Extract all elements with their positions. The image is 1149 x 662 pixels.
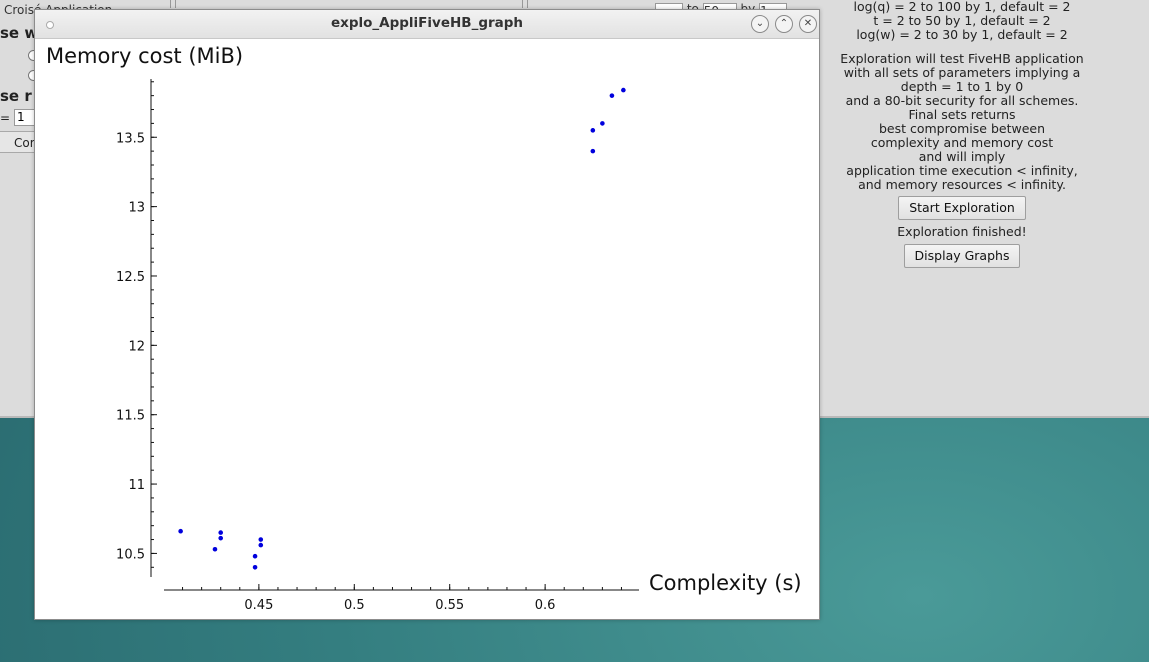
y-tick-label: 11.5 bbox=[116, 409, 145, 424]
description-line: with all sets of parameters implying a bbox=[843, 65, 1081, 80]
data-point bbox=[590, 148, 596, 154]
data-point bbox=[252, 564, 258, 570]
data-point bbox=[600, 121, 605, 126]
chevron-down-icon[interactable]: ⌄ bbox=[751, 15, 769, 33]
display-graphs-button[interactable]: Display Graphs bbox=[903, 244, 1021, 268]
data-point bbox=[621, 87, 626, 93]
data-point bbox=[258, 542, 264, 548]
data-point bbox=[178, 528, 183, 534]
graph-window: explo_AppliFiveHB_graph ⌄ ⌃ ✕ Memory cos… bbox=[34, 9, 820, 620]
y-tick-label: 10.5 bbox=[116, 547, 145, 562]
tab-divider bbox=[522, 0, 528, 8]
description-line: and will imply bbox=[918, 149, 1006, 164]
param-t: t = 2 to 50 by 1, default = 2 bbox=[873, 13, 1051, 28]
x-tick-label: 0.45 bbox=[244, 598, 273, 613]
x-axis-title: Complexity (s) bbox=[649, 571, 802, 595]
close-icon[interactable]: ✕ bbox=[799, 15, 817, 33]
description-line: application time execution < infinity, bbox=[846, 163, 1078, 178]
description-line: depth = 1 to 1 by 0 bbox=[900, 79, 1024, 94]
y-tick-label: 13.5 bbox=[116, 131, 145, 146]
x-tick-label: 0.5 bbox=[344, 598, 365, 613]
data-point bbox=[212, 546, 218, 552]
y-axis-title: Memory cost (MiB) bbox=[46, 44, 244, 68]
y-tick-label: 12 bbox=[128, 339, 145, 354]
y-tick-label: 12.5 bbox=[116, 270, 145, 285]
start-exploration-button[interactable]: Start Exploration bbox=[898, 196, 1026, 220]
description-line: Final sets returns bbox=[908, 107, 1016, 122]
data-point bbox=[590, 128, 596, 133]
window-titlebar[interactable]: explo_AppliFiveHB_graph ⌄ ⌃ ✕ bbox=[35, 10, 819, 39]
equals-label: = bbox=[0, 111, 11, 125]
data-point bbox=[252, 553, 258, 559]
section-heading-fragment: se w bbox=[0, 24, 39, 42]
data-point bbox=[218, 530, 224, 535]
exploration-status: Exploration finished! bbox=[897, 224, 1027, 239]
window-menu-icon[interactable] bbox=[46, 21, 54, 29]
plot-canvas: 10.5 11 11.5 12 12.5 13 13.5 0.45 0.5 0.55 0.6 bbox=[116, 79, 639, 613]
data-point bbox=[258, 537, 264, 542]
description-line: complexity and memory cost bbox=[870, 135, 1054, 150]
x-tick-label: 0.6 bbox=[535, 598, 556, 613]
data-point bbox=[218, 535, 224, 541]
param-logw: log(w) = 2 to 30 by 1, default = 2 bbox=[856, 27, 1068, 42]
param-logq: log(q) = 2 to 100 by 1, default = 2 bbox=[853, 0, 1071, 14]
description-line: and a 80-bit security for all schemes. bbox=[845, 93, 1079, 108]
section-heading-fragment: se r bbox=[0, 87, 32, 105]
compute-button[interactable]: Cor bbox=[0, 131, 36, 153]
x-tick-label: 0.55 bbox=[435, 598, 464, 613]
exploration-panel: log(q) = 2 to 100 by 1, default = 2 t = … bbox=[822, 0, 1102, 268]
description-line: Exploration will test FiveHB application bbox=[840, 51, 1084, 66]
window-title: explo_AppliFiveHB_graph bbox=[330, 15, 524, 31]
y-tick-label: 13 bbox=[128, 201, 145, 216]
scatter-plot: Memory cost (MiB) Complexity (s) 10.5 11 1… bbox=[35, 38, 819, 619]
tab-divider bbox=[170, 0, 176, 8]
chevron-up-icon[interactable]: ⌃ bbox=[775, 15, 793, 33]
y-tick-label: 11 bbox=[128, 478, 145, 493]
data-point bbox=[609, 93, 615, 98]
description-line: and memory resources < infinity. bbox=[858, 177, 1066, 192]
description-line: best compromise between bbox=[878, 121, 1046, 136]
